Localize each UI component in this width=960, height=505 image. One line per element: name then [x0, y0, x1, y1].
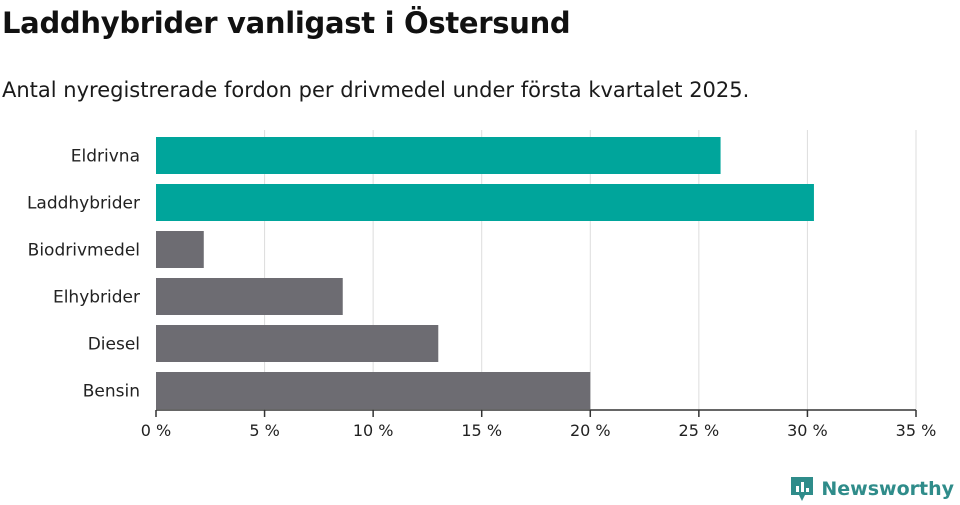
x-tick-label: 30 % — [787, 421, 828, 440]
bar-diesel — [156, 325, 439, 362]
bar-bensin — [156, 372, 591, 409]
bar-chart: Eldrivna Laddhybrider Biodrivmedel Elhybrid… — [27, 130, 937, 440]
category-label: Diesel — [88, 335, 140, 355]
category-label: Bensin — [83, 382, 140, 402]
x-tick-label: 20 % — [570, 421, 611, 440]
x-tick-label: 25 % — [679, 421, 720, 440]
x-tick-label: 15 % — [461, 421, 502, 440]
category-label: Laddhybrider — [27, 194, 140, 214]
chart-title: Laddhybrider vanligast i Östersund — [2, 6, 571, 40]
grid-lines — [264, 130, 917, 410]
x-axis-ticks: 0 % 5 % 10 % 15 % 20 % 25 % 30 % 35 % — [141, 410, 937, 440]
x-tick-label: 35 % — [896, 421, 937, 440]
bar-laddhybrider — [156, 184, 814, 221]
x-tick-label: 5 % — [249, 421, 279, 440]
x-tick-label: 0 % — [141, 421, 171, 440]
bar-elhybrider — [156, 278, 343, 315]
category-labels: Eldrivna Laddhybrider Biodrivmedel Elhybrid… — [27, 147, 140, 402]
newsworthy-logo-icon — [791, 477, 814, 501]
category-label: Eldrivna — [71, 147, 140, 167]
bar-eldrivna — [156, 137, 721, 174]
newsworthy-logo-text: Newsworthy — [821, 478, 954, 500]
bars — [156, 137, 814, 409]
chart-subtitle: Antal nyregistrerade fordon per drivmede… — [2, 78, 750, 102]
category-label: Biodrivmedel — [28, 241, 140, 261]
bar-biodrivmedel — [156, 231, 204, 268]
x-tick-label: 10 % — [353, 421, 394, 440]
category-label: Elhybrider — [53, 288, 140, 308]
newsworthy-logo: Newsworthy — [789, 475, 954, 503]
